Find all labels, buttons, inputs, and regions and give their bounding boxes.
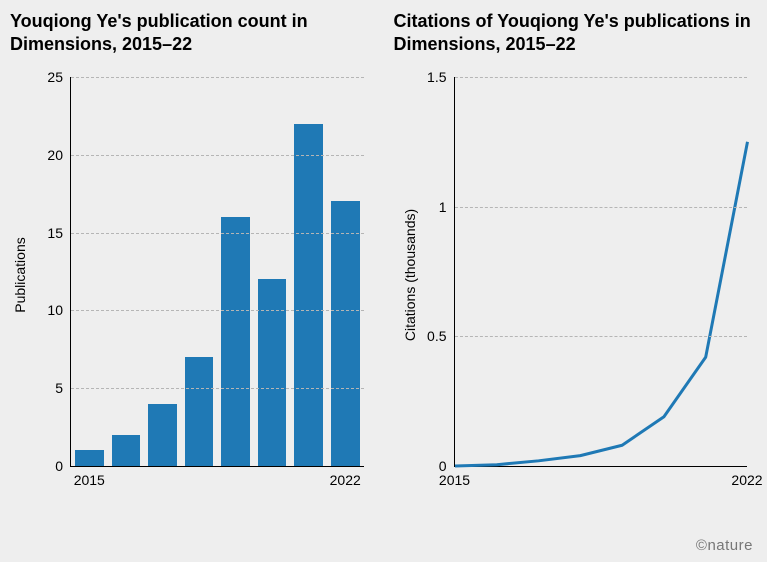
right-chart-area: Citations (thousands) 00.511.520152022 [394,67,758,497]
bar [112,435,141,466]
grid-line [71,233,364,234]
ytick-label: 1 [439,199,447,215]
right-ylabel: Citations (thousands) [402,209,418,341]
grid-line [71,388,364,389]
xtick-label: 2015 [74,472,105,488]
grid-line [455,207,748,208]
ytick-label: 25 [47,69,63,85]
right-plot: 00.511.520152022 [454,77,748,467]
bar [148,404,177,466]
right-title: Citations of Youqiong Ye's publications … [394,10,758,55]
bar [75,450,104,466]
bar [185,357,214,466]
ytick-label: 5 [55,380,63,396]
left-plot: 051015202520152022 [70,77,364,467]
chart-pair: Youqiong Ye's publication count in Dimen… [0,0,767,562]
bar-group [71,77,364,466]
credit-label: ©nature [696,537,753,554]
bar [294,124,323,466]
grid-line [71,310,364,311]
grid-line [455,336,748,337]
bar [221,217,250,466]
ytick-label: 20 [47,147,63,163]
line-series [455,142,748,466]
grid-line [455,77,748,78]
left-panel: Youqiong Ye's publication count in Dimen… [0,0,384,562]
xtick-label: 2022 [330,472,361,488]
left-chart-area: Publications 051015202520152022 [10,67,374,497]
ytick-label: 15 [47,225,63,241]
grid-line [71,155,364,156]
left-ylabel: Publications [12,237,28,313]
xtick-label: 2015 [439,472,470,488]
bar [331,201,360,466]
xtick-label: 2022 [731,472,762,488]
right-panel: Citations of Youqiong Ye's publications … [384,0,767,562]
ytick-label: 10 [47,302,63,318]
grid-line [71,77,364,78]
ytick-label: 0.5 [427,328,446,344]
ytick-label: 0 [55,458,63,474]
ytick-label: 1.5 [427,69,446,85]
line-svg [455,77,748,466]
left-title: Youqiong Ye's publication count in Dimen… [10,10,374,55]
bar [258,279,287,466]
